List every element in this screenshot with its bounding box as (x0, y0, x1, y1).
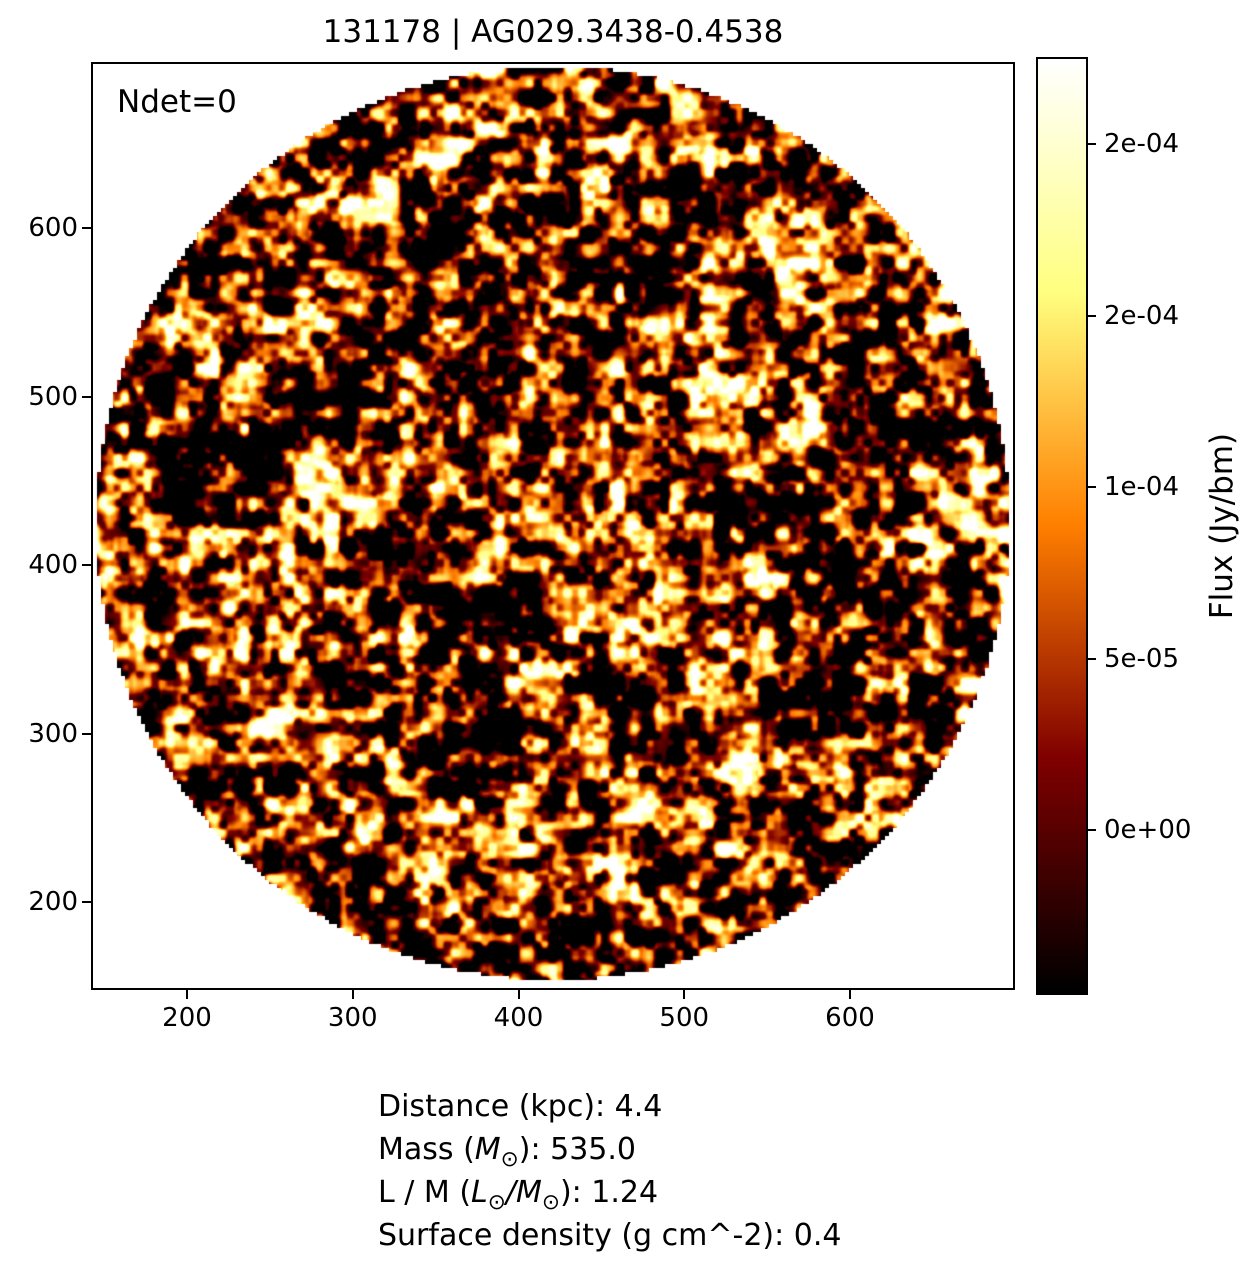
y-axis-tick-label: 300 (28, 718, 78, 749)
x-tick-mark (517, 990, 520, 999)
flux-map-canvas (93, 64, 1013, 988)
colorbar-tick-label: 1e-04 (1104, 472, 1180, 502)
info-line-l-over-m: L / M (L⊙/M⊙): 1.24 (378, 1175, 659, 1215)
colorbar-tick-mark (1086, 829, 1096, 831)
x-axis-tick-label: 200 (162, 1003, 212, 1033)
colorbar-gradient (1038, 59, 1086, 993)
colorbar-tick-mark (1086, 314, 1096, 317)
plot-title: 131178 | AG029.3438-0.4538 (322, 14, 784, 50)
colorbar (1036, 57, 1088, 995)
y-tick-mark (82, 732, 91, 735)
ndet-annotation: Ndet=0 (117, 84, 237, 120)
x-tick-mark (849, 990, 851, 999)
colorbar-tick-label: 5e-05 (1104, 643, 1180, 674)
y-tick-mark (82, 227, 91, 229)
x-tick-mark (186, 990, 188, 999)
x-axis-tick-label: 400 (493, 1003, 544, 1033)
y-axis-tick-label: 600 (28, 213, 78, 243)
x-axis-tick-label: 500 (659, 1003, 710, 1033)
info-line-surface-density: Surface density (g cm^-2): 0.4 (378, 1218, 842, 1253)
colorbar-tick-label: 2e-04 (1104, 129, 1180, 159)
colorbar-tick-label: 0e+00 (1104, 815, 1192, 845)
colorbar-tick-mark (1086, 657, 1096, 660)
info-text-block: Distance (kpc): 4.4 Mass (M⊙): 535.0 L / M… (378, 1085, 841, 1257)
x-tick-mark (683, 990, 686, 999)
y-tick-mark (82, 901, 91, 903)
y-axis-tick-label: 500 (28, 381, 78, 412)
y-tick-mark (82, 564, 91, 566)
info-line-mass: Mass (M⊙): 535.0 (378, 1132, 636, 1172)
x-tick-mark (351, 990, 354, 999)
colorbar-tick-label: 2e-04 (1104, 300, 1180, 331)
plot-area: Ndet=0 (91, 62, 1015, 990)
y-tick-mark (82, 395, 91, 398)
colorbar-tick-mark (1086, 143, 1096, 145)
y-axis-tick-label: 400 (28, 550, 78, 580)
x-axis-tick-label: 600 (825, 1003, 875, 1033)
info-line-distance: Distance (kpc): 4.4 (378, 1089, 663, 1124)
colorbar-tick-mark (1086, 486, 1096, 488)
y-axis-tick-label: 200 (28, 887, 78, 917)
x-axis-tick-label: 300 (327, 1003, 378, 1033)
